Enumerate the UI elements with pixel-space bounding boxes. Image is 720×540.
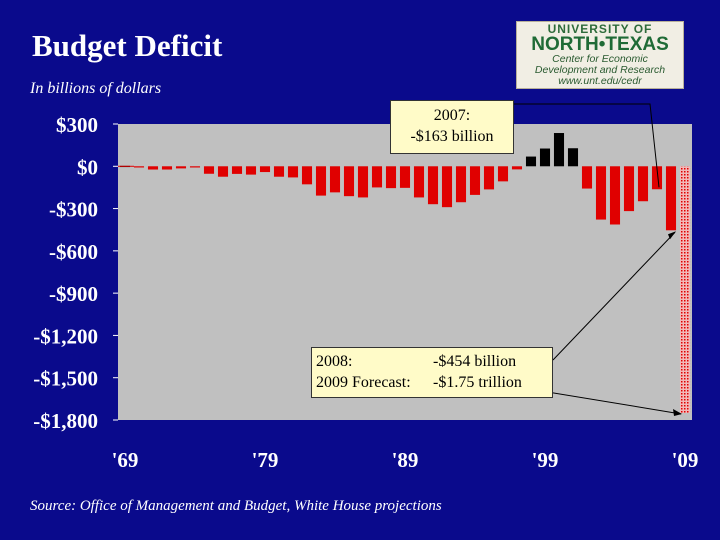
logo-line-5: www.unt.edu/cedr (558, 75, 642, 87)
bar-1983 (315, 166, 327, 196)
bar-2006 (637, 166, 649, 202)
y-tick-label: $300 (56, 113, 98, 137)
bar-1999 (539, 148, 551, 167)
bar-1978 (245, 166, 257, 175)
bar-1997 (511, 166, 523, 170)
bar-1994 (469, 166, 481, 195)
bar-1977 (231, 166, 243, 174)
arrowhead-2008 (668, 231, 676, 240)
x-tick-label: '79 (252, 448, 279, 472)
bar-1982 (301, 166, 313, 185)
chart-subtitle: In billions of dollars (30, 80, 162, 97)
bar-1971 (147, 166, 159, 170)
y-tick-label: -$1,800 (33, 409, 98, 433)
bar-2007 (651, 166, 663, 190)
arrowhead-2009 (673, 408, 682, 416)
y-tick-label: $0 (77, 155, 98, 179)
y-tick-label: -$600 (49, 240, 98, 264)
y-tick-label: -$1,200 (33, 324, 98, 348)
bar-1975 (203, 166, 215, 174)
bar-1973 (175, 166, 187, 169)
bar-1976 (217, 166, 229, 177)
bar-2003 (595, 166, 607, 220)
bar-1979 (259, 166, 271, 173)
bar-1995 (483, 166, 495, 190)
callout-2007-year: 2007: (433, 107, 471, 124)
bar-1991 (427, 166, 439, 205)
bar-1984 (329, 166, 341, 193)
callout-2008-label: 2008: (316, 353, 353, 370)
unt-logo: UNIVERSITY OF NORTH•TEXAS Center for Eco… (516, 21, 684, 89)
bar-1986 (357, 166, 369, 198)
bar-1992 (441, 166, 453, 208)
bar-1981 (287, 166, 299, 178)
y-tick-label: -$1,500 (33, 367, 98, 391)
callout-2009-label: 2009 Forecast: (316, 374, 411, 391)
x-tick-label: '89 (392, 448, 419, 472)
bar-1970 (133, 166, 145, 168)
logo-line-1: UNIVERSITY OF (547, 22, 653, 36)
x-tick-label: '09 (672, 448, 699, 472)
leader-2008 (552, 231, 676, 361)
callout-row-2009: 2009 Forecast: -$1.75 trillion (316, 372, 548, 393)
callout-row-2008: 2008: -$454 billion (316, 351, 548, 372)
bar-2002 (581, 166, 593, 189)
bar-1988 (385, 166, 397, 189)
bar-1990 (413, 166, 425, 198)
callout-2008-2009: 2008: -$454 billion 2009 Forecast: -$1.7… (311, 347, 553, 398)
bar-1985 (343, 166, 355, 197)
y-tick-label: -$300 (49, 198, 98, 222)
bar-2009 (679, 166, 691, 413)
logo-line-2: NORTH•TEXAS (531, 34, 669, 55)
bar-1974 (189, 166, 201, 168)
bar-1989 (399, 166, 411, 188)
x-tick-label: '69 (112, 448, 139, 472)
bar-1987 (371, 166, 383, 188)
logo-line-4: Development and Research (534, 64, 666, 76)
logo-line-3: Center for Economic (552, 53, 648, 65)
source-note: Source: Office of Management and Budget,… (30, 498, 442, 514)
page-title: Budget Deficit (32, 28, 223, 63)
callout-2009-value: -$1.75 trillion (433, 374, 522, 391)
callout-2007: 2007: -$163 billion (390, 100, 514, 154)
bar-1998 (525, 156, 537, 167)
x-tick-label: '99 (532, 448, 559, 472)
bar-1972 (161, 166, 173, 170)
y-tick-label: -$900 (49, 282, 98, 306)
callout-2008-value: -$454 billion (433, 353, 517, 370)
bar-2008 (665, 166, 677, 231)
bar-1993 (455, 166, 467, 203)
bar-1996 (497, 166, 509, 182)
bar-2004 (609, 166, 621, 225)
bar-2005 (623, 166, 635, 212)
bar-1980 (273, 166, 285, 177)
callout-2007-value: -$163 billion (410, 128, 494, 145)
bar-2000 (553, 133, 565, 167)
bar-2001 (567, 148, 579, 167)
leader-2007 (514, 103, 660, 188)
